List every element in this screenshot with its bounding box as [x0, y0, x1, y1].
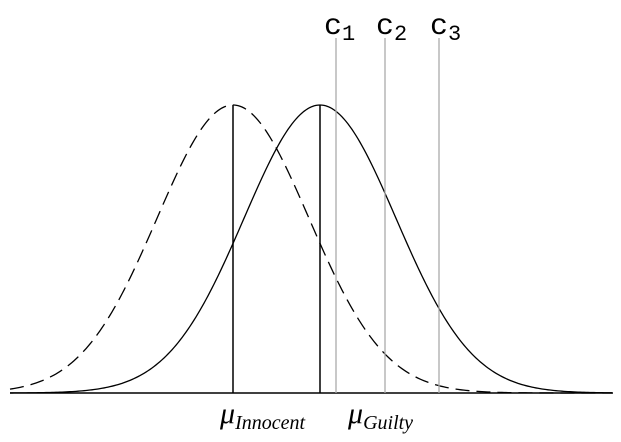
mean-label: μInnocent	[219, 397, 305, 434]
innocent-curve	[9, 104, 612, 394]
criterion-label: c1	[324, 10, 355, 47]
mean-label: μGuilty	[347, 397, 413, 434]
criterion-label: c2	[376, 10, 407, 47]
guilty-curve	[9, 104, 613, 394]
criterion-label: c3	[430, 10, 461, 47]
